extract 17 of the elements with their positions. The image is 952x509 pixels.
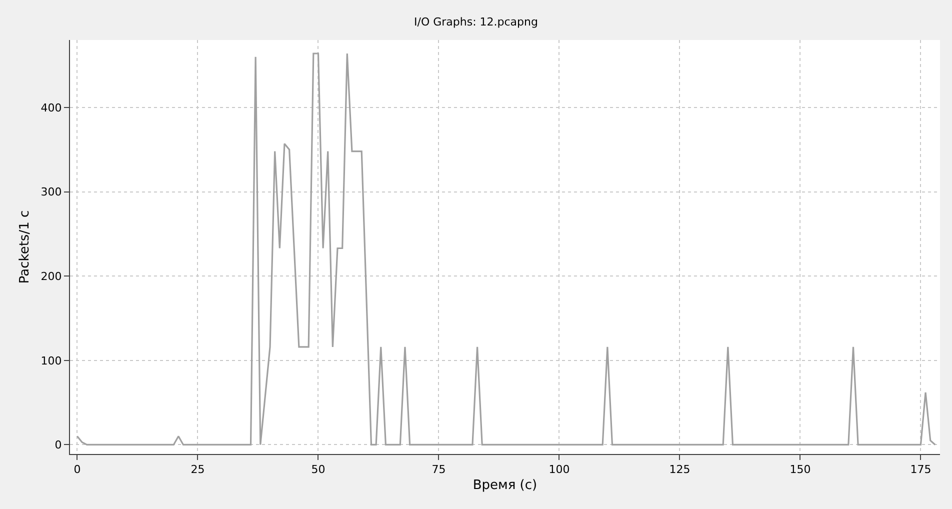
x-tick-label: 0 <box>74 463 81 476</box>
y-tick-label: 200 <box>40 270 62 283</box>
x-tick-label: 175 <box>910 463 932 476</box>
x-tick-label: 25 <box>190 463 205 476</box>
y-axis-title: Packets/1 с <box>18 210 33 284</box>
x-axis-title: Время (с) <box>472 478 538 493</box>
x-tick-label: 75 <box>432 463 446 476</box>
x-tick-label: 100 <box>548 463 570 476</box>
y-tick-label: 400 <box>40 101 62 114</box>
x-tick-label: 50 <box>311 463 326 476</box>
chart-title: I/O Graphs: 12.pcapng <box>414 16 538 29</box>
x-tick-label: 150 <box>790 463 811 476</box>
x-tick-label: 125 <box>669 463 690 476</box>
y-tick-label: 300 <box>40 186 62 199</box>
line-series <box>76 52 936 446</box>
y-tick-label: 0 <box>54 438 62 452</box>
y-tick-label: 100 <box>40 354 62 368</box>
